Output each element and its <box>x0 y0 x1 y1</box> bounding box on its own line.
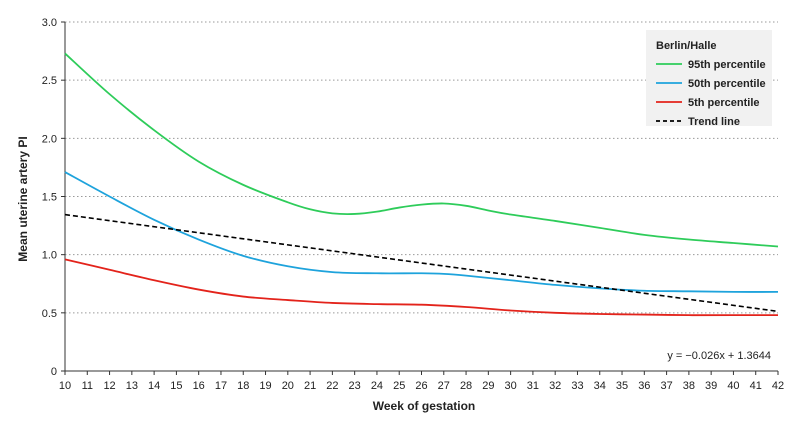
y-tick-label: 2.0 <box>42 133 57 145</box>
x-tick-label: 11 <box>82 380 93 392</box>
legend-label-trend-line: Trend line <box>688 116 740 128</box>
axes <box>61 21 779 375</box>
x-tick-label: 29 <box>482 380 494 392</box>
x-tick-label: 20 <box>282 380 294 392</box>
x-tick-label: 38 <box>683 380 695 392</box>
x-tick-label: 35 <box>616 380 628 392</box>
x-tick-label: 15 <box>170 380 182 392</box>
legend-title: Berlin/Halle <box>656 40 717 52</box>
x-tick-label: 12 <box>103 380 115 392</box>
legend-label-50th-percentile: 50th percentile <box>688 78 766 90</box>
y-axis-title: Mean uterine artery PI <box>16 136 30 261</box>
x-tick-label: 40 <box>727 380 739 392</box>
x-tick-label: 22 <box>326 380 338 392</box>
x-tick-label: 23 <box>349 380 361 392</box>
legend: Berlin/Halle 95th percentile 50th percent… <box>646 30 772 128</box>
x-tick-label: 32 <box>549 380 561 392</box>
x-tick-label: 41 <box>750 380 762 392</box>
y-tick-label: 1.5 <box>42 192 57 204</box>
x-tick-label: 27 <box>438 380 450 392</box>
series-line-5th-percentile <box>64 258 778 317</box>
grid-lines <box>65 21 778 314</box>
equation-annotation: y = −0.026x + 1.3644 <box>667 350 771 362</box>
x-tick-label: 18 <box>237 380 249 392</box>
x-axis-title: Week of gestation <box>373 399 475 413</box>
y-tick-label: 0 <box>51 366 57 378</box>
series-line-95th-percentile <box>64 52 779 248</box>
legend-box <box>646 30 772 126</box>
series-line-trend-line <box>64 213 779 313</box>
x-tick-label: 37 <box>660 380 672 392</box>
tick-labels: 0 0.5 1.0 1.5 2.0 2.5 3.0 10 11 12 13 14 15 16 17 18 19 2… <box>42 17 784 392</box>
series-lines <box>64 52 779 317</box>
x-tick-label: 14 <box>148 380 160 392</box>
x-tick-label: 33 <box>571 380 583 392</box>
x-tick-label: 30 <box>505 380 517 392</box>
x-tick-label: 25 <box>393 380 405 392</box>
x-tick-label: 24 <box>371 380 383 392</box>
x-tick-label: 26 <box>415 380 427 392</box>
x-tick-label: 36 <box>638 380 650 392</box>
x-tick-label: 19 <box>259 380 271 392</box>
x-tick-label: 28 <box>460 380 472 392</box>
series-line-50th-percentile <box>64 171 779 293</box>
y-tick-label: 2.5 <box>42 75 57 87</box>
x-tick-label: 34 <box>594 380 606 392</box>
x-tick-label: 17 <box>215 380 227 392</box>
x-tick-label: 42 <box>772 380 784 392</box>
x-tick-label: 31 <box>527 380 539 392</box>
x-tick-label: 21 <box>304 380 316 392</box>
x-tick-label: 13 <box>126 380 138 392</box>
x-tick-label: 10 <box>59 380 71 392</box>
legend-label-95th-percentile: 95th percentile <box>688 59 766 71</box>
y-tick-label: 1.0 <box>42 250 57 262</box>
x-tick-label: 39 <box>705 380 717 392</box>
y-tick-label: 0.5 <box>42 308 57 320</box>
legend-label-5th-percentile: 5th percentile <box>688 97 760 109</box>
y-tick-label: 3.0 <box>42 17 57 29</box>
x-tick-label: 16 <box>193 380 205 392</box>
